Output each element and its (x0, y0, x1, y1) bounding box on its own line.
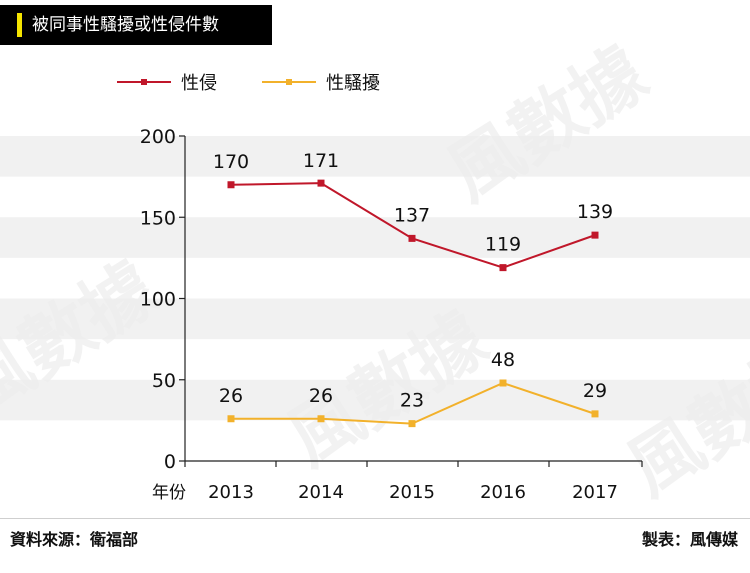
data-point (499, 379, 507, 387)
data-label: 170 (213, 151, 249, 173)
data-label: 26 (309, 385, 333, 407)
footer-divider (0, 518, 750, 519)
x-tick-label: 2015 (389, 482, 435, 503)
data-point (591, 231, 599, 239)
x-axis-label: 年份 (152, 483, 186, 503)
data-label: 29 (583, 380, 607, 402)
series-layer: 170 171 137 119 139 26 26 23 48 29 (213, 150, 613, 428)
legend: 性侵 性騷擾 (117, 73, 380, 94)
y-tick-label: 50 (152, 370, 176, 392)
data-point (499, 264, 507, 272)
data-label: 48 (491, 349, 515, 371)
chart-title: 被同事性騷擾或性侵件數 (32, 15, 219, 35)
data-point (408, 234, 416, 242)
data-point (317, 179, 325, 187)
y-tick-label: 0 (164, 451, 176, 473)
x-tick-label: 2014 (298, 482, 344, 503)
x-tick-label: 2016 (480, 482, 526, 503)
legend-marker (286, 79, 292, 85)
data-label: 119 (485, 234, 521, 256)
data-label: 171 (303, 150, 339, 172)
x-tick-label: 2017 (572, 482, 618, 503)
grid-bands (0, 136, 750, 421)
credit-note: 製表：風傳媒 (641, 530, 738, 549)
legend-label: 性侵 (181, 73, 217, 94)
y-tick-label: 150 (140, 207, 176, 229)
watermark-layer: 風數據風數據風數據風數據 (0, 30, 750, 511)
data-label: 137 (394, 204, 430, 226)
x-tick-label: 2013 (208, 482, 254, 503)
grid-band (0, 298, 750, 340)
data-point (317, 415, 325, 423)
data-label: 23 (400, 390, 424, 412)
data-point (591, 410, 599, 418)
grid-band (0, 136, 750, 177)
data-point (227, 181, 235, 189)
legend-marker (141, 79, 147, 85)
data-label: 139 (577, 201, 613, 223)
grid-band (0, 379, 750, 421)
y-tick-label: 200 (140, 126, 176, 148)
watermark-text: 風數據 (433, 30, 662, 216)
data-point (227, 415, 235, 423)
legend-label: 性騷擾 (326, 73, 380, 94)
y-tick-label: 100 (140, 289, 176, 311)
grid-band (0, 217, 750, 258)
source-note: 資料來源：衛福部 (10, 530, 139, 549)
data-label: 26 (219, 385, 243, 407)
axes: 0 50 100 150 200 2013 2014 2015 2016 2017 年份 (140, 126, 643, 503)
title-bar: 被同事性騷擾或性侵件數 (0, 5, 272, 45)
title-accent (17, 13, 22, 37)
data-point (408, 420, 416, 428)
